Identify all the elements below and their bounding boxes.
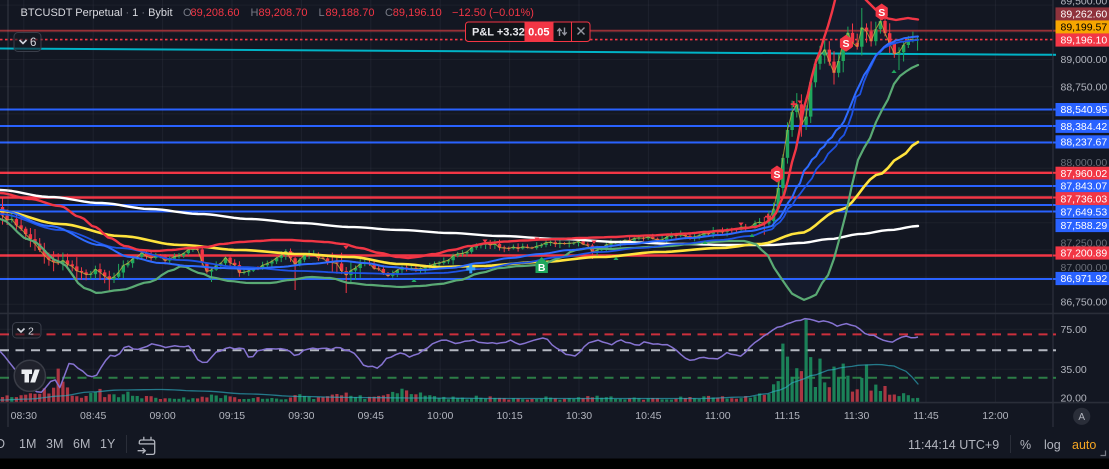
svg-text:35.00: 35.00 <box>1061 364 1087 376</box>
svg-text:A: A <box>1078 412 1085 423</box>
svg-text:D: D <box>0 437 5 451</box>
svg-text:10:30: 10:30 <box>566 410 592 422</box>
svg-text:12:00: 12:00 <box>982 410 1008 422</box>
svg-text:1Y: 1Y <box>100 437 116 451</box>
svg-text:10:15: 10:15 <box>496 410 522 422</box>
svg-text:11:45: 11:45 <box>913 410 939 422</box>
svg-text:09:45: 09:45 <box>358 410 384 422</box>
svg-text:88,750.00: 88,750.00 <box>1061 81 1108 93</box>
svg-text:88,384.42: 88,384.42 <box>1061 121 1108 133</box>
svg-text:09:00: 09:00 <box>149 410 175 422</box>
svg-text:11:44:14 UTC+9: 11:44:14 UTC+9 <box>908 438 999 452</box>
svg-text:20.00: 20.00 <box>1061 393 1087 405</box>
svg-text:86,971.92: 86,971.92 <box>1061 273 1108 285</box>
svg-text:89,188.70: 89,188.70 <box>326 7 375 19</box>
svg-text:87,000.00: 87,000.00 <box>1061 262 1108 274</box>
svg-text:C: C <box>385 7 393 19</box>
svg-text:87,200.89: 87,200.89 <box>1061 248 1108 260</box>
svg-text:89,000.00: 89,000.00 <box>1061 54 1108 66</box>
svg-text:87,843.07: 87,843.07 <box>1061 181 1108 193</box>
svg-text:87,649.53: 87,649.53 <box>1061 206 1108 218</box>
svg-text:10:45: 10:45 <box>635 410 661 422</box>
svg-text:89,199.57: 89,199.57 <box>1061 22 1108 34</box>
svg-text:11:15: 11:15 <box>774 410 800 422</box>
svg-text:1M: 1M <box>19 437 36 451</box>
svg-text:75.00: 75.00 <box>1061 324 1087 336</box>
svg-text:auto: auto <box>1072 438 1096 452</box>
svg-text:89,196.10: 89,196.10 <box>1061 35 1108 47</box>
svg-text:87,588.29: 87,588.29 <box>1061 220 1108 232</box>
svg-text:S: S <box>878 7 885 19</box>
svg-text:10:00: 10:00 <box>427 410 453 422</box>
svg-text:O: O <box>183 7 192 19</box>
svg-text:89,196.10: 89,196.10 <box>393 7 442 19</box>
svg-text:S: S <box>842 38 849 50</box>
svg-text:−12.50 (−0.01%): −12.50 (−0.01%) <box>452 7 534 19</box>
svg-text:08:30: 08:30 <box>11 410 37 422</box>
svg-text:6: 6 <box>30 37 36 49</box>
svg-text:89,262.60: 89,262.60 <box>1061 9 1108 21</box>
svg-text:P&L +3.32: P&L +3.32 <box>472 27 525 39</box>
svg-text:88,000.00: 88,000.00 <box>1061 157 1108 169</box>
svg-text:11:30: 11:30 <box>844 410 870 422</box>
svg-text:2: 2 <box>28 326 34 338</box>
svg-text:88,540.95: 88,540.95 <box>1061 104 1108 116</box>
svg-text:H: H <box>251 7 259 19</box>
svg-text:89,208.70: 89,208.70 <box>259 7 308 19</box>
svg-text:6M: 6M <box>73 437 90 451</box>
svg-text:BTCUSDT Perpetual · 1 · Bybit: BTCUSDT Perpetual · 1 · Bybit <box>21 7 173 19</box>
svg-text:08:45: 08:45 <box>80 410 106 422</box>
svg-text:88,237.67: 88,237.67 <box>1061 137 1108 149</box>
svg-text:11:00: 11:00 <box>705 410 731 422</box>
svg-text:3M: 3M <box>46 437 63 451</box>
svg-text:89,500.00: 89,500.00 <box>1061 0 1108 8</box>
svg-text:86,750.00: 86,750.00 <box>1061 297 1108 309</box>
svg-text:09:30: 09:30 <box>288 410 314 422</box>
svg-text:87,736.03: 87,736.03 <box>1061 193 1108 205</box>
svg-text:87,960.02: 87,960.02 <box>1061 168 1108 180</box>
svg-text:89,208.60: 89,208.60 <box>191 7 240 19</box>
svg-text:log: log <box>1044 438 1061 452</box>
svg-text:L: L <box>319 7 325 19</box>
svg-text:B: B <box>538 262 546 274</box>
svg-text:0.05: 0.05 <box>528 27 549 39</box>
svg-text:09:15: 09:15 <box>219 410 245 422</box>
svg-text:S: S <box>773 169 780 181</box>
svg-text:%: % <box>1020 438 1031 452</box>
